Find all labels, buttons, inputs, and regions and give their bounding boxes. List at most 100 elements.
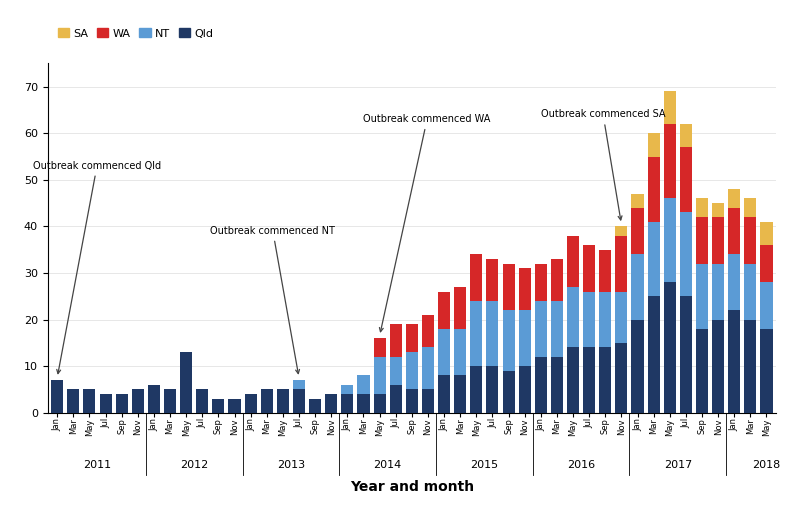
Bar	[519, 268, 531, 310]
Bar	[551, 357, 563, 413]
Bar	[502, 263, 515, 310]
Bar	[664, 282, 676, 413]
Text: Outbreak commenced Qld: Outbreak commenced Qld	[33, 160, 161, 373]
Bar	[406, 324, 418, 352]
Bar	[486, 301, 498, 366]
Bar	[680, 147, 692, 213]
Bar	[100, 394, 112, 413]
Bar	[535, 301, 546, 357]
Legend: SA, WA, NT, Qld: SA, WA, NT, Qld	[53, 24, 218, 43]
Bar	[615, 226, 627, 236]
Bar	[760, 222, 772, 245]
Text: 2013: 2013	[277, 460, 305, 470]
Bar	[438, 329, 450, 376]
Bar	[454, 329, 466, 376]
Bar	[696, 198, 708, 217]
Bar	[696, 329, 708, 413]
Bar	[712, 203, 724, 217]
Bar	[696, 217, 708, 263]
Bar	[567, 287, 579, 348]
Bar	[422, 389, 434, 413]
Bar	[648, 222, 660, 296]
Bar	[631, 320, 644, 413]
Bar	[664, 124, 676, 198]
Bar	[245, 394, 257, 413]
Bar	[535, 263, 546, 301]
Text: 2016: 2016	[567, 460, 595, 470]
Bar	[374, 338, 386, 357]
Bar	[470, 301, 482, 366]
Text: Outbreak commenced NT: Outbreak commenced NT	[211, 226, 335, 373]
Bar	[486, 366, 498, 413]
Text: 2011: 2011	[83, 460, 112, 470]
Bar	[631, 208, 644, 254]
Bar	[760, 245, 772, 282]
Bar	[422, 348, 434, 389]
Bar	[535, 357, 546, 413]
Bar	[583, 245, 596, 291]
Bar	[309, 399, 322, 413]
Bar	[357, 376, 370, 394]
Bar	[406, 389, 418, 413]
Bar	[502, 371, 515, 413]
Bar	[470, 254, 482, 301]
Bar	[648, 296, 660, 413]
Bar	[51, 380, 63, 413]
Bar	[326, 394, 337, 413]
Bar	[148, 385, 160, 413]
Bar	[712, 217, 724, 263]
Bar	[406, 352, 418, 389]
Bar	[438, 376, 450, 413]
Bar	[341, 385, 353, 394]
Bar	[212, 399, 224, 413]
Text: 2012: 2012	[180, 460, 208, 470]
Bar	[600, 348, 611, 413]
Bar	[728, 254, 741, 310]
Bar	[728, 208, 741, 254]
Bar	[502, 310, 515, 371]
Bar	[438, 291, 450, 329]
Bar	[390, 385, 402, 413]
Bar	[390, 357, 402, 385]
Bar	[519, 366, 531, 413]
Bar	[454, 287, 466, 329]
Bar	[744, 320, 756, 413]
Bar	[583, 291, 596, 348]
Bar	[293, 380, 305, 389]
Text: Outbreak commenced SA: Outbreak commenced SA	[541, 110, 665, 220]
Bar	[374, 394, 386, 413]
Text: 2018: 2018	[752, 460, 781, 470]
Bar	[680, 124, 692, 147]
Bar	[680, 213, 692, 296]
Bar	[744, 263, 756, 320]
Bar	[567, 348, 579, 413]
Bar	[583, 348, 596, 413]
Bar	[551, 301, 563, 357]
Text: Outbreak commenced WA: Outbreak commenced WA	[364, 114, 491, 332]
X-axis label: Year and month: Year and month	[350, 480, 474, 494]
Bar	[664, 198, 676, 282]
Bar	[261, 389, 272, 413]
Bar	[615, 343, 627, 413]
Bar	[631, 254, 644, 320]
Bar	[277, 389, 289, 413]
Bar	[357, 394, 370, 413]
Bar	[760, 329, 772, 413]
Bar	[454, 376, 466, 413]
Bar	[648, 157, 660, 222]
Bar	[696, 263, 708, 329]
Bar	[728, 310, 741, 413]
Bar	[760, 282, 772, 329]
Bar	[631, 194, 644, 208]
Bar	[648, 133, 660, 157]
Bar	[486, 259, 498, 301]
Text: 2017: 2017	[664, 460, 692, 470]
Bar	[615, 291, 627, 343]
Bar	[728, 189, 741, 208]
Bar	[567, 236, 579, 287]
Bar	[664, 92, 676, 124]
Bar	[744, 217, 756, 263]
Text: 2015: 2015	[470, 460, 498, 470]
Bar	[712, 320, 724, 413]
Bar	[116, 394, 128, 413]
